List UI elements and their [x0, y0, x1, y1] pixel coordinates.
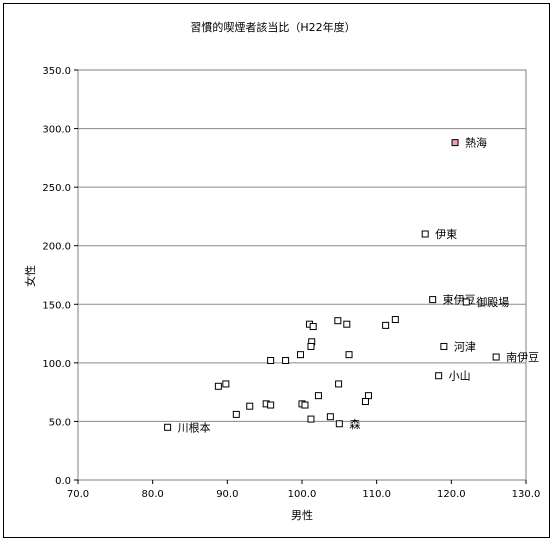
point-label: 南伊豆: [506, 351, 539, 364]
y-tick-label: 300.0: [42, 125, 71, 136]
data-point: [282, 357, 290, 365]
data-point: [429, 296, 437, 304]
data-point: [421, 230, 429, 238]
data-point: [492, 353, 500, 361]
data-point: [345, 351, 353, 359]
y-tick-label: 250.0: [42, 183, 71, 194]
point-label: 熱海: [465, 136, 487, 150]
data-point: [267, 357, 275, 365]
point-label: 川根本: [178, 420, 211, 434]
chart-title: 習慣的喫煙者該当比（H22年度）: [190, 20, 355, 34]
x-tick-label: 90.0: [216, 489, 238, 500]
y-tick-label: 100.0: [42, 359, 71, 370]
x-tick-label: 80.0: [142, 489, 164, 500]
point-label: 伊東: [435, 228, 457, 241]
y-tick-label: 150.0: [42, 300, 71, 311]
x-axis-label: 男性: [291, 508, 313, 522]
data-point: [440, 342, 448, 350]
data-point: [232, 410, 240, 418]
data-point: [391, 316, 399, 324]
data-point: [343, 320, 351, 328]
data-point: [214, 382, 222, 390]
x-tick-label: 110.0: [362, 489, 391, 500]
point-label: 御殿場: [476, 295, 509, 309]
y-axis-ticks: 0.0 50.0 100.0 150.0 200.0 250.0 300.0 350.0: [42, 66, 78, 487]
x-tick-label: 120.0: [437, 489, 466, 500]
y-tick-label: 0.0: [55, 476, 71, 487]
point-label: 小山: [449, 370, 471, 383]
data-point: [307, 415, 315, 423]
point-label: 東伊豆: [443, 294, 476, 307]
data-point: [361, 398, 369, 406]
y-tick-label: 350.0: [42, 66, 71, 77]
data-point: [307, 342, 315, 350]
x-axis-ticks: 70.0 80.0 90.0 100.0 110.0 120.0 130.0: [67, 480, 540, 500]
data-point: [301, 401, 309, 409]
y-axis-label: 女性: [23, 265, 37, 287]
plot-area: [77, 69, 527, 481]
data-point: [364, 392, 372, 400]
chart-frame: 習慣的喫煙者該当比（H22年度） 0.0 50.0 100.0 150.0 200.0 2…: [3, 3, 550, 538]
y-tick-label: 200.0: [42, 242, 71, 253]
point-label: 森: [349, 417, 360, 431]
data-point: [222, 380, 230, 388]
scatter-chart: 習慣的喫煙者該当比（H22年度） 0.0 50.0 100.0 150.0 200.0 2…: [23, 20, 540, 522]
point-label: 河津: [454, 340, 476, 353]
data-point: [164, 423, 172, 431]
data-point: [335, 420, 343, 428]
data-point: [297, 351, 305, 359]
gridlines: [78, 128, 526, 422]
data-point: [267, 401, 275, 409]
data-point: [335, 380, 343, 388]
x-tick-label: 70.0: [67, 489, 89, 500]
data-point: [246, 402, 254, 410]
highlighted-data-point: [451, 139, 459, 147]
data-point: [462, 298, 470, 306]
y-tick-label: 50.0: [49, 417, 71, 428]
x-tick-label: 130.0: [512, 489, 541, 500]
data-point: [326, 413, 334, 421]
data-point: [382, 321, 390, 329]
data-point: [314, 392, 322, 400]
data-point: [334, 317, 342, 325]
data-point: [309, 323, 317, 331]
data-point: [435, 372, 443, 380]
x-tick-label: 100.0: [288, 489, 317, 500]
